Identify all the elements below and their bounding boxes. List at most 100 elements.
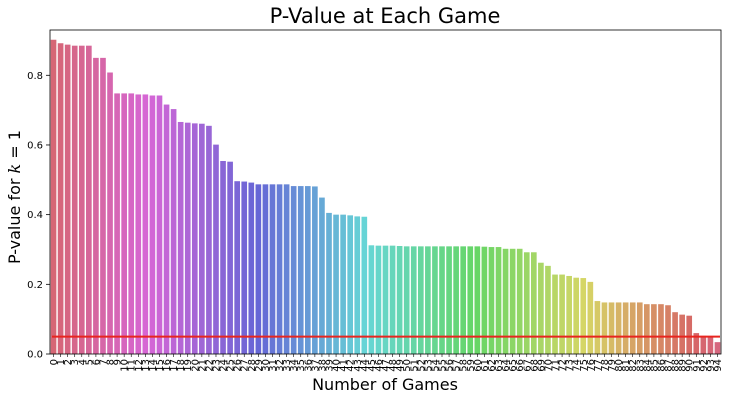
x-tick-label: 4 xyxy=(77,359,88,365)
x-tick-label: 8 xyxy=(106,359,117,365)
x-tick-label: 28 xyxy=(247,359,258,372)
bar xyxy=(509,248,516,354)
bar xyxy=(142,94,149,354)
bar xyxy=(559,274,565,354)
bar xyxy=(396,246,403,354)
bar xyxy=(658,304,664,354)
x-tick-label: 24 xyxy=(219,359,230,372)
x-tick-label: 85 xyxy=(649,359,660,372)
bar xyxy=(375,245,382,354)
bar xyxy=(283,184,290,354)
x-tick-label: 36 xyxy=(303,359,314,372)
bar xyxy=(276,184,283,354)
x-tick-label: 1 xyxy=(56,359,67,365)
bar xyxy=(78,45,85,355)
x-tick-label: 51 xyxy=(409,359,420,372)
x-tick-label: 34 xyxy=(289,359,300,372)
bar xyxy=(206,125,212,354)
bar xyxy=(389,245,396,354)
bar xyxy=(361,216,368,354)
bar xyxy=(199,123,205,354)
bar xyxy=(290,186,297,354)
bar xyxy=(545,265,551,354)
x-tick-label: 55 xyxy=(438,359,449,372)
bar xyxy=(297,186,304,354)
x-tick-label: 45 xyxy=(367,359,378,372)
bar xyxy=(304,186,311,354)
x-tick-label: 58 xyxy=(459,359,470,372)
bar xyxy=(665,305,671,354)
x-tick-label: 70 xyxy=(543,359,554,372)
bars-group xyxy=(50,39,721,355)
x-tick-label: 7 xyxy=(98,359,109,365)
x-tick-label: 25 xyxy=(226,359,237,372)
x-tick-label: 49 xyxy=(395,359,406,372)
bar xyxy=(608,302,615,354)
bar xyxy=(220,160,226,354)
x-tick-label: 94 xyxy=(713,359,724,372)
y-tick-label: 0.0 xyxy=(27,350,43,361)
x-tick-label: 89 xyxy=(678,359,689,372)
x-tick-label: 62 xyxy=(487,359,498,372)
bar xyxy=(693,333,700,354)
bar xyxy=(672,312,678,354)
x-tick-label: 37 xyxy=(310,359,321,372)
bar xyxy=(149,95,156,354)
x-tick-label: 48 xyxy=(388,359,399,372)
x-tick-label: 87 xyxy=(664,359,675,372)
bar xyxy=(714,342,721,354)
x-tick-label: 81 xyxy=(621,359,632,372)
x-tick-label: 80 xyxy=(614,359,625,372)
x-tick-label: 60 xyxy=(473,359,484,372)
bar xyxy=(135,94,142,354)
x-tick-label: 44 xyxy=(360,359,371,372)
x-tick-label: 77 xyxy=(593,359,604,372)
bar xyxy=(50,39,57,354)
bar xyxy=(410,246,417,354)
x-tick-label: 26 xyxy=(233,359,244,372)
bar xyxy=(474,246,481,354)
bar xyxy=(156,95,163,354)
x-tick-label: 46 xyxy=(374,359,385,372)
bar xyxy=(516,248,523,354)
x-tick-label: 18 xyxy=(176,359,187,372)
bar xyxy=(460,246,467,354)
bar xyxy=(538,262,544,354)
x-tick-label: 19 xyxy=(183,359,194,372)
bar xyxy=(629,302,636,354)
x-tick-label: 65 xyxy=(508,359,519,372)
bar xyxy=(417,246,424,354)
bar xyxy=(615,302,622,354)
bar xyxy=(453,246,459,354)
bar xyxy=(319,197,325,354)
bar xyxy=(439,246,445,354)
y-axis-label-suffix: = 1 xyxy=(5,130,24,164)
x-tick-label: 2 xyxy=(63,359,74,365)
bar xyxy=(425,246,431,354)
bar xyxy=(523,252,530,354)
bar xyxy=(601,302,608,354)
x-tick-label: 73 xyxy=(565,359,576,372)
bar xyxy=(502,248,509,354)
bar xyxy=(241,181,248,354)
x-tick-label: 29 xyxy=(254,359,265,372)
x-tick-label: 39 xyxy=(324,359,335,372)
bar xyxy=(312,186,318,354)
x-tick-label: 91 xyxy=(692,359,703,372)
bar xyxy=(644,304,650,354)
x-tick-label: 61 xyxy=(480,359,491,372)
bar xyxy=(333,214,339,354)
x-tick-label: 21 xyxy=(197,359,208,372)
x-tick-label: 76 xyxy=(586,359,597,372)
x-tick-label: 23 xyxy=(211,359,222,372)
x-tick-label: 32 xyxy=(275,359,286,372)
x-tick-label: 22 xyxy=(204,359,215,372)
bar xyxy=(213,144,219,354)
bar xyxy=(580,278,587,354)
bar xyxy=(340,214,346,354)
bar xyxy=(686,315,693,354)
x-tick-label: 43 xyxy=(353,359,364,372)
x-tick-label: 47 xyxy=(381,359,392,372)
bar xyxy=(86,45,92,355)
x-tick-label: 31 xyxy=(268,359,279,372)
